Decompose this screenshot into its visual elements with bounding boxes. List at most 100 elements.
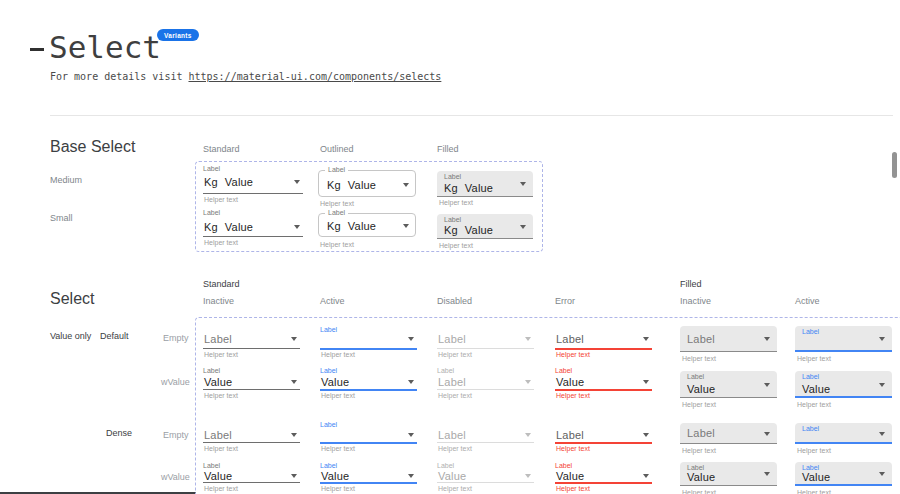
helper-text: Helper text [439, 199, 473, 207]
select-label: Label [325, 166, 348, 174]
base-select-filled-small[interactable]: LabelKgValue [437, 214, 533, 239]
select-filled-inactive-default-empty[interactable]: Label [680, 326, 777, 352]
dropdown-arrow-icon [879, 472, 885, 476]
dropdown-arrow-icon [291, 474, 297, 478]
select-standard-error-dense-empty[interactable]: Label [555, 421, 652, 444]
helper-text: Helper text [204, 485, 238, 493]
scrollbar-thumb[interactable] [892, 152, 897, 178]
column-header-standard: Standard [203, 144, 240, 154]
select-underline [320, 348, 417, 350]
select-value: Value [687, 383, 715, 395]
select-underline [680, 351, 777, 352]
select-label: Label [325, 209, 348, 217]
select-value: Value [802, 471, 830, 483]
select-value: Kg Value [204, 176, 253, 188]
select-underline [203, 442, 300, 443]
group-header-filled: Filled [680, 279, 702, 289]
helper-text: Helper text [204, 239, 238, 247]
select-value: KgValue [327, 179, 376, 191]
select-standard-disabled-dense-wvalue[interactable]: LabelValue [437, 462, 534, 483]
base-select-standard-small[interactable]: LabelKgValue [203, 209, 303, 237]
adornment-text: Kg [444, 224, 458, 236]
base-select-filled-medium[interactable]: LabelKgValue [437, 171, 533, 197]
helper-text: Helper text [797, 489, 831, 494]
select-standard-inactive-default-wvalue[interactable]: LabelValue [203, 367, 300, 390]
select-value: Label [438, 333, 466, 345]
select-value: KgValue [444, 224, 493, 236]
select-underline [555, 348, 652, 350]
select-underline [437, 442, 534, 443]
select-standard-error-default-empty[interactable]: Label [555, 326, 652, 350]
helper-text: Helper text [439, 242, 473, 250]
select-filled-active-dense-empty[interactable]: Label [795, 423, 892, 444]
dropdown-arrow-icon [643, 474, 649, 478]
fill-state-label-wvalue: wValue [161, 472, 190, 482]
select-underline [680, 397, 777, 398]
value-text: Value [348, 179, 376, 191]
select-underline [437, 196, 533, 197]
helper-text: Helper text [321, 485, 355, 493]
dropdown-arrow-icon [525, 474, 531, 478]
select-standard-inactive-default-empty[interactable]: Label [203, 326, 300, 349]
helper-text: Helper text [321, 445, 355, 453]
select-standard-inactive-dense-wvalue[interactable]: LabelValue [203, 462, 300, 483]
select-standard-inactive-dense-empty[interactable]: Label [203, 421, 300, 443]
select-label: Label [802, 373, 819, 381]
select-standard-disabled-default-empty[interactable]: Label [437, 326, 534, 349]
select-label: Label [320, 462, 337, 470]
select-underline [203, 193, 303, 194]
select-label: Label [203, 209, 220, 217]
select-standard-error-default-wvalue[interactable]: LabelValue [555, 367, 652, 391]
select-value: Label [687, 333, 715, 345]
select-value: KgValue [444, 182, 493, 194]
select-value: Label [438, 429, 466, 441]
helper-text: Helper text [438, 485, 472, 493]
helper-text: Helper text [438, 445, 472, 453]
dropdown-arrow-icon [520, 225, 526, 229]
select-standard-disabled-dense-empty[interactable]: Label [437, 421, 534, 443]
select-underline [203, 389, 300, 390]
select-standard-error-dense-wvalue[interactable]: LabelValue [555, 462, 652, 484]
select-filled-inactive-dense-wvalue[interactable]: LabelValue [680, 462, 777, 486]
adornment-text: Kg [204, 221, 218, 233]
select-label: Label [437, 367, 454, 375]
adornment-text: Kg [204, 176, 218, 188]
helper-text: Helper text [556, 392, 590, 400]
details-link[interactable]: https://material-ui.com/components/selec… [188, 71, 441, 82]
base-select-outlined-medium[interactable]: KgValue [318, 170, 416, 197]
dropdown-arrow-icon [879, 383, 885, 387]
select-underline [555, 442, 652, 444]
section-divider [50, 115, 893, 116]
select-filled-active-dense-wvalue[interactable]: LabelValue [795, 462, 892, 486]
select-value: Label [204, 333, 232, 345]
select-underline [555, 389, 652, 391]
select-standard-active-dense-empty[interactable]: Label [320, 421, 417, 444]
select-filled-active-default-empty[interactable]: Label [795, 326, 892, 352]
helper-text: Helper text [682, 401, 716, 409]
select-label: Label [802, 425, 819, 433]
select-standard-active-default-empty[interactable]: Label [320, 326, 417, 350]
select-underline [437, 348, 534, 349]
select-standard-active-default-wvalue[interactable]: LabelValue [320, 367, 417, 391]
select-value: Label [438, 376, 466, 388]
value-text: Value [225, 176, 253, 188]
select-standard-active-dense-wvalue[interactable]: LabelValue [320, 462, 417, 484]
dropdown-arrow-icon [764, 472, 770, 476]
helper-text: Helper text [556, 351, 590, 359]
base-select-standard-medium[interactable]: LabelKgValue [203, 165, 303, 194]
select-standard-disabled-default-wvalue[interactable]: LabelLabel [437, 367, 534, 390]
helper-text: Helper text [682, 447, 716, 455]
select-label: Label [444, 216, 461, 224]
select-filled-inactive-dense-empty[interactable]: Label [680, 423, 777, 444]
select-underline [437, 389, 534, 390]
select-filled-active-default-wvalue[interactable]: LabelValue [795, 371, 892, 398]
value-text: Value [348, 220, 376, 232]
dropdown-arrow-icon [294, 225, 300, 229]
select-filled-inactive-default-wvalue[interactable]: LabelValue [680, 371, 777, 398]
details-line: For more details visit https://material-… [50, 71, 441, 82]
select-underline [320, 442, 417, 444]
helper-text: Helper text [204, 445, 238, 453]
dropdown-arrow-icon [291, 337, 297, 341]
helper-text: Helper text [438, 392, 472, 400]
select-underline [203, 482, 300, 483]
